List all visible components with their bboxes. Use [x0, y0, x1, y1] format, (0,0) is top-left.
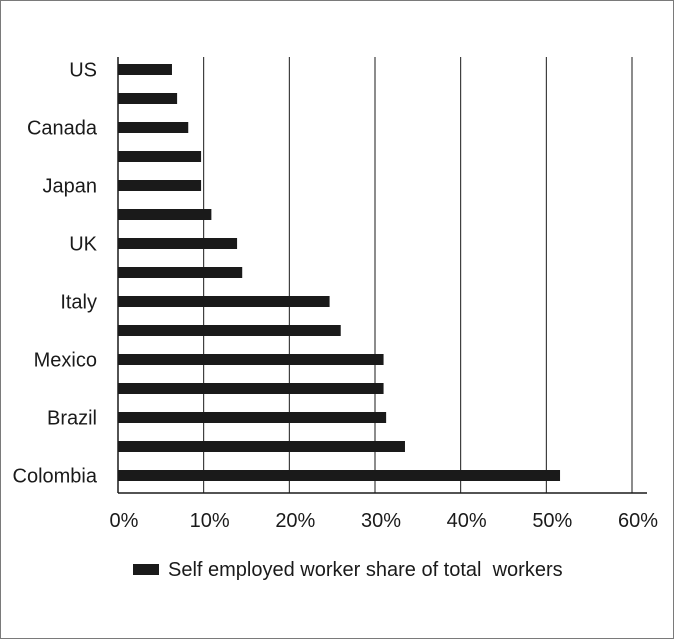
- bar-series: [118, 64, 561, 481]
- bar: [118, 64, 172, 75]
- category-label: Italy: [60, 292, 97, 314]
- category-label: UK: [69, 234, 97, 256]
- bar: [118, 122, 189, 133]
- bar: [118, 383, 384, 394]
- category-label: Colombia: [13, 466, 98, 488]
- legend-swatch: [133, 564, 159, 575]
- x-tick-label: 10%: [190, 510, 230, 532]
- bar: [118, 93, 178, 104]
- x-tick-label: 40%: [447, 510, 487, 532]
- category-label: Canada: [27, 118, 98, 140]
- vertical-gridlines: [203, 57, 633, 493]
- bar: [118, 296, 330, 307]
- x-tick-label: 30%: [361, 510, 401, 532]
- legend: Self employed worker share of total work…: [133, 559, 563, 581]
- axes: [117, 57, 647, 494]
- category-label: US: [69, 60, 97, 82]
- x-tick-labels: 0% 10% 20% 30% 40% 50% 60%: [110, 510, 659, 532]
- x-tick-label: 50%: [532, 510, 572, 532]
- bar: [118, 209, 212, 220]
- bar: [118, 412, 387, 423]
- bar: [118, 441, 405, 452]
- bar: [118, 354, 384, 365]
- bar: [118, 325, 341, 336]
- category-label: Mexico: [34, 350, 97, 372]
- x-tick-label: 20%: [275, 510, 315, 532]
- category-labels: US Canada Japan UK Italy Mexico Brazil Colombia: [13, 60, 98, 488]
- legend-label: Self employed worker share of total work…: [168, 559, 563, 581]
- bar: [118, 238, 238, 249]
- bar: [118, 470, 561, 481]
- bar: [118, 180, 202, 191]
- category-label: Japan: [43, 176, 98, 198]
- x-tick-label: 60%: [618, 510, 658, 532]
- x-tick-label: 0%: [110, 510, 139, 532]
- bar: [118, 267, 243, 278]
- bar: [118, 151, 202, 162]
- category-label: Brazil: [47, 408, 97, 430]
